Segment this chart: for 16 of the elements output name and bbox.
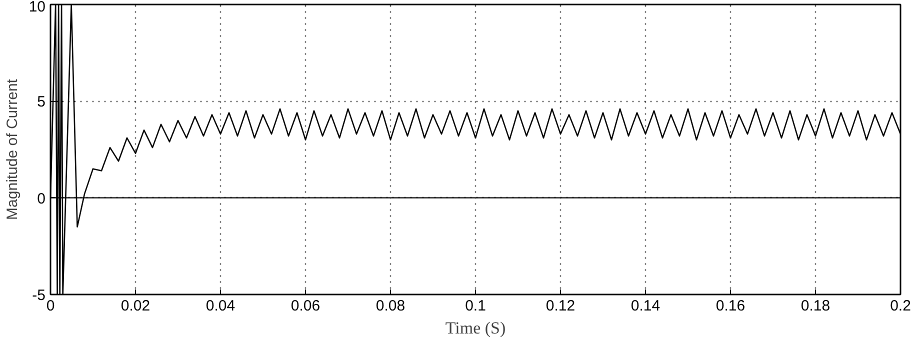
y-axis-title: Magnitude of Current [4, 78, 21, 220]
x-tick-label: 0.16 [716, 298, 746, 314]
x-tick-label: 0.18 [800, 298, 830, 314]
x-tick-label: 0.2 [890, 298, 911, 314]
x-tick-label: 0.12 [546, 298, 576, 314]
x-tick-label: 0.04 [206, 298, 236, 314]
y-tick-label: 0 [37, 190, 46, 208]
y-tick-label: -5 [32, 287, 46, 304]
x-tick-label: 0.08 [376, 298, 406, 314]
x-tick-label: 0.1 [465, 298, 486, 314]
x-tick-label: 0.06 [290, 298, 320, 314]
x-axis-title: Time (S) [445, 318, 506, 338]
y-tick-label: 10 [28, 0, 46, 16]
x-tick-label: 0.02 [120, 298, 150, 314]
y-tick-label: 5 [37, 94, 46, 111]
x-tick-label: 0.14 [630, 298, 660, 314]
